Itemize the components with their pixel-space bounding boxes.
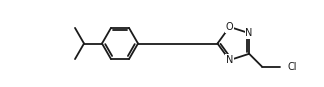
- Text: N: N: [246, 28, 253, 38]
- Text: N: N: [226, 55, 233, 65]
- Text: Cl: Cl: [288, 62, 297, 72]
- Text: O: O: [226, 22, 233, 32]
